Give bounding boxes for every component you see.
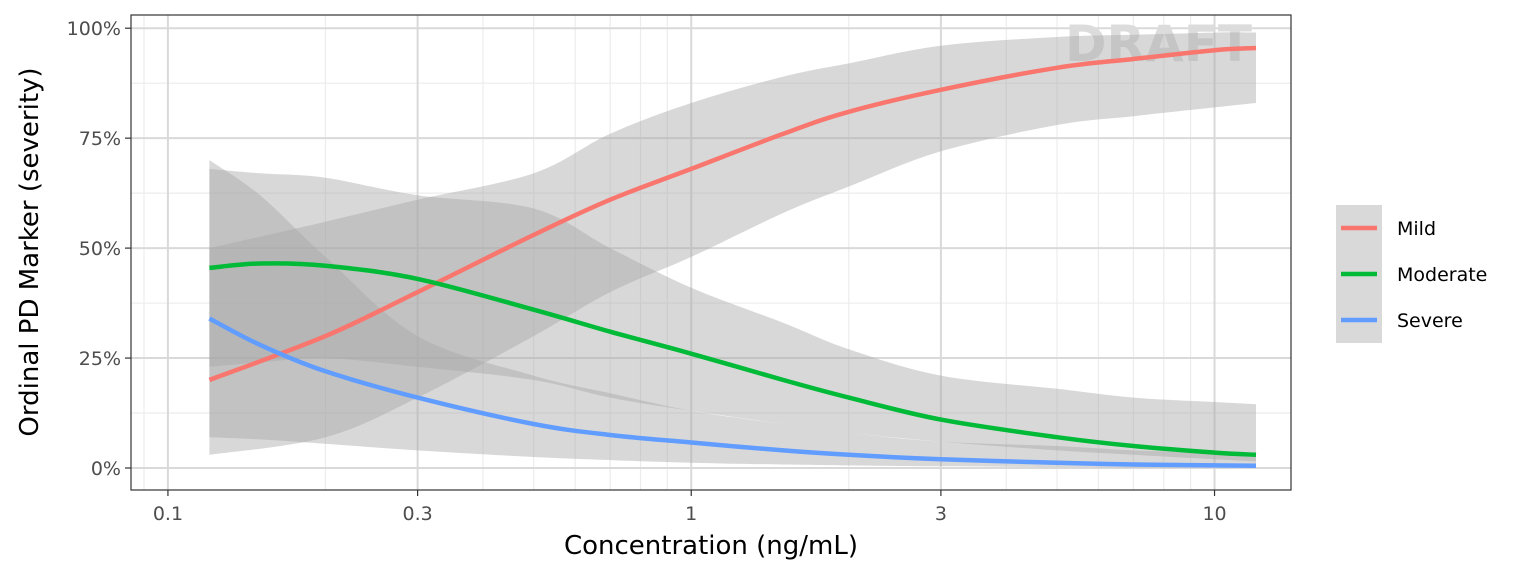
y-axis: 0% 25% 50% 75% 100% — [67, 18, 131, 480]
y-axis-title: Ordinal PD Marker (severity) — [15, 67, 45, 436]
ci-band-mild — [209, 32, 1256, 455]
legend-label-mild: Mild — [1397, 218, 1436, 240]
x-axis-title: Concentration (ng/mL) — [564, 531, 858, 561]
panel-border — [130, 14, 1292, 491]
legend-label-severe: Severe — [1397, 310, 1463, 332]
series-line-mild — [208, 45, 1257, 383]
x-tick-label: 1 — [685, 503, 697, 525]
series-lines — [208, 45, 1257, 469]
x-tick-label: 0.3 — [403, 503, 433, 525]
x-tick-label: 0.1 — [153, 503, 183, 525]
legend-label-moderate: Moderate — [1397, 264, 1487, 286]
series-line-severe — [208, 316, 1257, 469]
x-tick-label: 3 — [935, 503, 947, 525]
x-axis: 0.1 0.3 1 3 10 — [153, 490, 1227, 525]
legend: Mild Moderate Severe — [1336, 205, 1487, 343]
y-tick-label: 0% — [91, 458, 121, 480]
y-tick-label: 75% — [79, 128, 121, 150]
y-tick-label: 100% — [67, 18, 121, 40]
y-tick-label: 50% — [79, 238, 121, 260]
ci-bands — [209, 32, 1256, 468]
y-tick-label: 25% — [79, 348, 121, 370]
series-line-moderate — [209, 261, 1257, 458]
x-tick-label: 10 — [1202, 503, 1226, 525]
ci-band-moderate — [209, 168, 1256, 462]
ci-band-severe — [209, 160, 1256, 468]
grid — [131, 15, 1291, 490]
